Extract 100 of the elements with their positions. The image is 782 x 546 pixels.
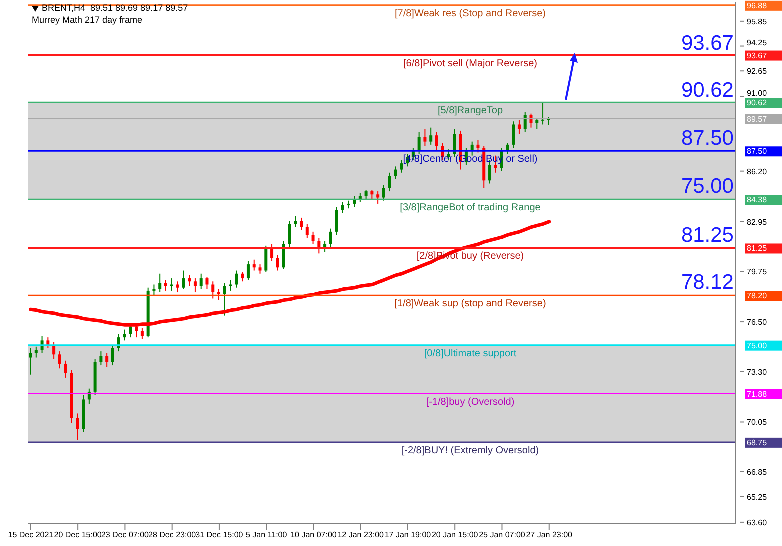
candlestick [246,260,250,281]
candlestick [58,351,62,370]
candlestick [453,128,456,158]
candlestick [536,118,539,130]
candlestick [264,245,268,273]
x-tick-label: 25 Jan 07:00 [479,530,526,540]
text: 75.00 [681,175,734,198]
y-tick-label: 75.00 [747,341,768,350]
candlestick [430,127,433,146]
candlestick [218,288,221,301]
candlestick [435,132,438,152]
candlestick [258,264,262,274]
text: 93.67 [681,32,734,55]
candlestick [106,352,109,368]
candlestick [29,348,32,376]
candlestick [418,132,421,155]
candlestick [252,259,256,272]
y-tick-label: 96.88 [747,1,768,10]
y-tick-label: 65.25 [747,492,768,502]
candlestick [164,280,168,292]
candlestick [223,282,226,316]
candlestick [52,342,56,360]
candlestick [182,270,186,290]
candlestick [158,273,162,294]
candlestick [152,284,156,296]
candlestick [341,202,344,214]
candlestick [358,192,362,203]
ref-line-label: [0/8]Ultimate support [424,348,517,360]
ref-line-label: [1/8]Weak sup (stop and Reverse) [394,298,546,310]
candlestick [306,224,309,239]
text: Murrey Math 217 day frame [32,15,143,25]
candlestick [194,278,197,294]
y-tick-label: 66.85 [747,468,768,477]
candlestick [235,270,238,288]
y-tick-label: 90.62 [747,98,768,108]
x-tick-label: 20 Dec 15:00 [54,530,102,540]
candlestick [318,238,321,254]
y-tick-label: 73.30 [747,368,768,377]
y-tick-label: 68.75 [747,438,768,448]
ref-line-label: [-2/8]BUY! (Extremly Oversold) [402,445,540,456]
candlestick [300,217,303,231]
x-tick-label: 23 Dec 07:00 [101,530,150,540]
candlestick [364,189,368,200]
candlestick [394,166,398,180]
candlestick [329,228,332,248]
candlestick [34,346,38,358]
candlestick [400,160,404,174]
x-tick-label: 12 Jan 23:00 [338,530,385,540]
y-tick-label: 94.25 [747,38,768,48]
text: 90.62 [681,79,734,102]
candlestick [388,172,392,192]
candlestick [170,278,174,292]
candlestick [476,140,480,154]
candlestick [370,189,374,200]
text: 87.50 [681,127,734,150]
ref-line-label: [5/8]RangeTop [438,106,504,117]
candlestick [123,329,126,342]
ref-line-label: [7/8]Weak res (Stop and Reverse) [395,8,546,20]
chart-title: BRENT,H4 89.51 89.69 89.17 89.57 [42,3,188,13]
y-tick-label: 78.20 [747,292,768,301]
x-tick-label: 20 Jan 15:00 [432,530,479,540]
x-tick-label: 28 Dec 23:00 [148,530,197,540]
candlestick [335,206,338,236]
candlestick [270,244,274,262]
x-tick-label: 27 Jan 23:00 [526,530,574,540]
candlestick [282,240,286,270]
y-tick-label: 71.88 [747,390,768,399]
y-tick-label: 70.05 [747,418,768,428]
y-tick-label: 81.25 [747,244,768,254]
x-tick-label: 15 Dec 2021 [8,530,54,540]
ref-line-label: [6/8]Pivot sell (Major Reverse) [404,58,538,70]
candlestick [424,128,427,147]
y-tick-label: 92.65 [747,67,768,76]
x-tick-label: 31 Dec 15:00 [196,530,244,540]
y-tick-label: 86.20 [747,167,768,176]
candlestick [140,328,144,340]
y-tick-label: 79.75 [747,268,768,277]
candlestick [200,273,203,290]
candlestick [312,231,315,245]
y-tick-label: 76.50 [747,318,768,328]
x-tick-label: 5 Jan 11:00 [246,530,288,540]
y-tick-label: 82.95 [747,218,768,227]
y-tick-label: 87.50 [747,147,768,156]
candlestick [76,413,80,441]
candlestick [229,280,232,292]
candlestick [188,274,192,287]
candlestick [294,216,298,228]
y-tick-label: 93.67 [747,51,768,60]
text: 78.12 [681,271,734,294]
x-tick-label: 17 Jan 19:00 [384,530,432,540]
candlestick [382,184,386,202]
x-tick-label: 10 Jan 07:00 [290,530,338,540]
y-tick-label: 84.38 [747,196,768,205]
candlestick [288,220,292,248]
candlestick [524,112,527,133]
y-tick-label: 95.85 [747,17,768,26]
text: 81.25 [681,224,734,247]
ref-line-label: [3/8]RangeBot of trading Range [400,202,542,214]
candlestick [176,281,180,294]
candlestick [64,360,68,378]
